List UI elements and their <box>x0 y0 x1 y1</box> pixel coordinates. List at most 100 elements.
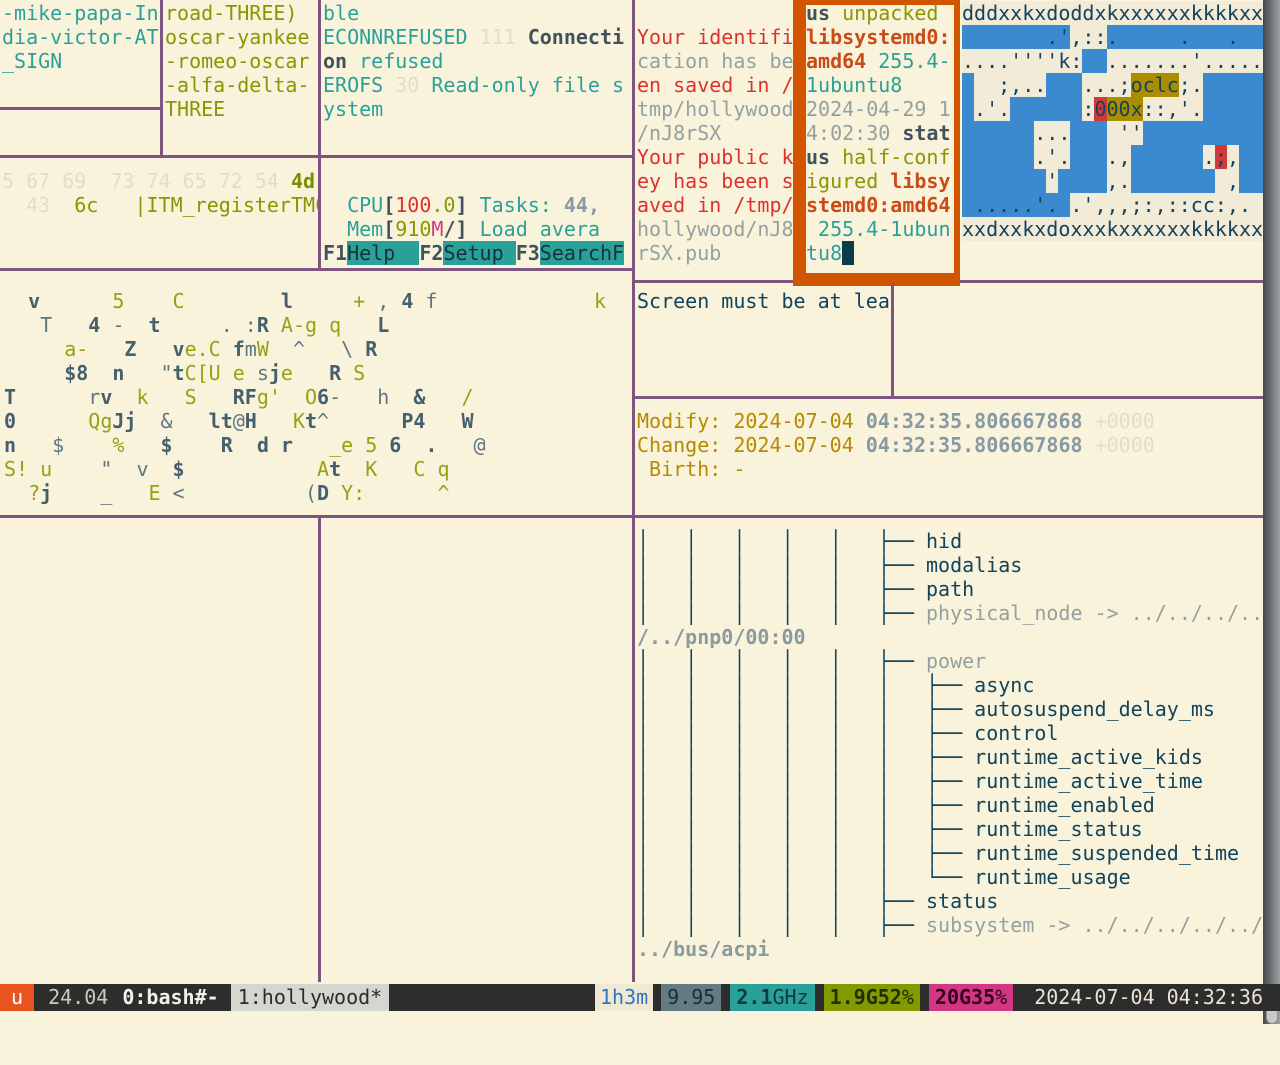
pane-divider[interactable] <box>635 396 1263 399</box>
pane-screen-warning[interactable]: Screen must be at least 48 <box>635 284 891 396</box>
terminal-text-line: Screen must be at least 48 <box>637 289 891 313</box>
pane-tree-listing[interactable]: │ │ │ │ │ ├── hid │ │ │ │ │ ├── modalias │… <box>635 518 1263 982</box>
terminal-text-line: │ │ │ │ │ ├── power <box>637 649 987 673</box>
terminal-text-line: 5 67 69 73 74 65 72 54 4d <box>2 169 316 193</box>
pane-errno-list[interactable]: ble ECONNREFUSED 111 Connecti on refused ER… <box>321 0 632 155</box>
disk-badge: 20G35% <box>928 984 1014 1011</box>
loadavg-badge: 9.95 <box>661 984 722 1011</box>
pane-divider[interactable] <box>160 0 163 155</box>
terminal-text-line: │ │ │ │ │ │ ├── runtime_enabled <box>637 793 1155 817</box>
terminal-text-line: /nJ8rSX <box>637 121 722 145</box>
terminal-text-line: │ │ │ │ │ ├── status <box>637 889 999 913</box>
terminal-text-line: .....'. .',,,;:,::cc:,. <box>962 193 1263 217</box>
terminal-text-line: THREE <box>165 97 226 121</box>
status-right-section: 1h3m 9.95 2.1GHz 1.9G52% 20G35% 2024-07-04 0… <box>589 984 1263 1011</box>
terminal-text-line: cation has be <box>637 49 793 73</box>
terminal-text-line: │ │ │ │ │ ├── subsystem -> ../../../../.… <box>637 913 1263 937</box>
status-text: % <box>995 985 1008 1009</box>
terminal-text-line: ;,.. ...;oclc;. <box>962 73 1263 97</box>
terminal-text-line: hollywood/nJ8 <box>637 217 793 241</box>
pane-hexdump[interactable]: 5 67 69 73 74 65 72 54 4d 43 6c |ITM_reg… <box>0 155 318 268</box>
terminal-text-line: │ │ │ │ │ ├── path <box>637 577 975 601</box>
terminal-text-line: .',::. . . <box>962 25 1263 49</box>
pane-dpkg-log[interactable]: us unpacked libsystemd0: amd64 255.4- 1ubun… <box>804 0 954 272</box>
terminal-text-line: .'. ., .;, <box>962 145 1263 169</box>
status-text: 24.04 <box>36 985 121 1009</box>
terminal-text-line: tu8 <box>806 241 855 265</box>
terminal-text-line: Your public k <box>637 145 793 169</box>
terminal-text-line: ' ,. , <box>962 169 1263 193</box>
ubuntu-badge: u <box>0 984 35 1011</box>
status-text: 2.1 <box>736 985 773 1009</box>
pane-phonetic-words-2[interactable]: road-THREE) oscar-yankee -romeo-oscar -alfa… <box>163 0 318 155</box>
pane-divider[interactable] <box>318 518 321 982</box>
terminal-text-line: CPU[100.0] Tasks: 44, <box>323 193 600 217</box>
terminal-text-line: tmp/hollywood <box>637 97 793 121</box>
terminal-text-line: Modify: 2024-07-04 04:32:35.806667868 +0… <box>637 409 1155 433</box>
terminal-text-line: ble <box>323 1 360 25</box>
status-text: 2024-07-04 04:32:36 <box>1022 985 1263 1009</box>
terminal-text-line: oscar-yankee <box>165 25 310 49</box>
pane-divider[interactable] <box>318 0 321 271</box>
terminal-text-line: 1ubuntu8 <box>806 73 903 97</box>
terminal-text-line: EROFS 30 Read-only file s <box>323 73 625 97</box>
pane-divider[interactable] <box>960 280 1263 283</box>
pane-divider[interactable] <box>0 268 632 271</box>
terminal-text-line: -romeo-oscar <box>165 49 310 73</box>
terminal-text-line: Change: 2024-07-04 04:32:35.806667868 +0… <box>637 433 1155 457</box>
terminal-text-line: _SIGN <box>2 49 63 73</box>
terminal-text-line: │ │ │ │ │ ├── hid <box>637 529 963 553</box>
pane-divider[interactable] <box>0 107 163 110</box>
terminal-text-line: ystem <box>323 97 384 121</box>
terminal-text-line: │ │ │ │ │ │ ├── async <box>637 673 1035 697</box>
terminal-text-line: rSX.pub <box>637 241 722 265</box>
terminal-text-line: ey has been s <box>637 169 793 193</box>
active-pane-border <box>793 0 960 286</box>
uptime-badge: 1h3m <box>595 984 654 1011</box>
terminal-text-line: en saved in / <box>637 73 793 97</box>
terminal-text-line: libsystemd0: <box>806 25 951 49</box>
terminal-text-line: us half-conf <box>806 145 951 169</box>
status-text: GHz <box>772 985 809 1009</box>
window-tab-bash[interactable]: 0:bash#- <box>122 984 230 1011</box>
terminal-text-line: ....''''k: .......'..... <box>962 49 1263 73</box>
pane-divider[interactable] <box>635 515 1263 518</box>
pane-phonetic-words[interactable]: -mike-papa-In dia-victor-AT _SIGN <box>0 0 160 107</box>
terminal-text-line: │ │ │ │ │ │ ├── runtime_status <box>637 817 1143 841</box>
terminal-text-line: │ │ │ │ │ │ ├── runtime_active_time <box>637 769 1203 793</box>
terminal-text-line: │ │ │ │ │ │ └── runtime_usage <box>637 865 1131 889</box>
pane-divider[interactable] <box>891 283 894 396</box>
terminal-text-line: dddxxkxdoddxkxxxxxxkkkkxx <box>962 1 1263 25</box>
ubuntu-version-label: 24.04 <box>34 984 122 1011</box>
pane-stat-output[interactable]: Modify: 2024-07-04 04:32:35.806667868 +0… <box>635 399 1263 515</box>
terminal-text-line: │ │ │ │ │ ├── physical_node -> ../../../… <box>637 601 1263 625</box>
terminal-text-line: 4:02:30 stat <box>806 121 951 145</box>
terminal-text-line: road-THREE) <box>165 1 298 25</box>
terminal-text-line: 255.4-1ubun <box>806 217 951 241</box>
status-text: 20G <box>934 985 972 1009</box>
pane-divider[interactable] <box>635 280 793 283</box>
scrollbar-trough[interactable] <box>1263 0 1280 1024</box>
terminal-text-line: │ │ │ │ │ ├── modalias <box>637 553 1023 577</box>
terminal-text-line: 2024-04-29 1 <box>806 97 951 121</box>
terminal-text-line: Your identifi <box>637 25 793 49</box>
pane-ssh-keygen[interactable]: Your identifi cation has be en saved in / t… <box>635 0 793 279</box>
terminal-text-line: -alfa-delta- <box>165 73 310 97</box>
terminal-text-line: F1Help F2Setup F3SearchF <box>323 241 625 265</box>
terminal-text-line: Birth: - <box>637 457 746 481</box>
terminal-text-line: 43 6c |ITM_registerTMCl| <box>2 193 318 217</box>
status-text: u <box>11 985 24 1009</box>
pane-htop[interactable]: CPU[100.0] Tasks: 44, Mem[910M/] Load av… <box>321 155 632 268</box>
pane-world-map[interactable]: dddxxkxdoddxkxxxxxxkkkkxx .',::. . . ...… <box>960 1 1263 263</box>
terminal-text-line: │ │ │ │ │ │ ├── autosuspend_delay_ms <box>637 697 1215 721</box>
status-left-section: u 24.04 0:bash#- 1:hollywood* <box>0 984 390 1011</box>
terminal-text-line: │ │ │ │ │ │ ├── runtime_active_kids <box>637 745 1203 769</box>
pane-divider[interactable] <box>0 515 632 518</box>
terminal-text-line: us unpacked <box>806 1 939 25</box>
terminal-text-line: -mike-papa-In <box>2 1 159 25</box>
terminal-text-line: Mem[910M/] Load avera <box>323 217 600 241</box>
window-tab-hollywood[interactable]: 1:hollywood* <box>230 984 390 1011</box>
pane-divider[interactable] <box>0 155 632 158</box>
pane-divider[interactable] <box>632 0 635 982</box>
